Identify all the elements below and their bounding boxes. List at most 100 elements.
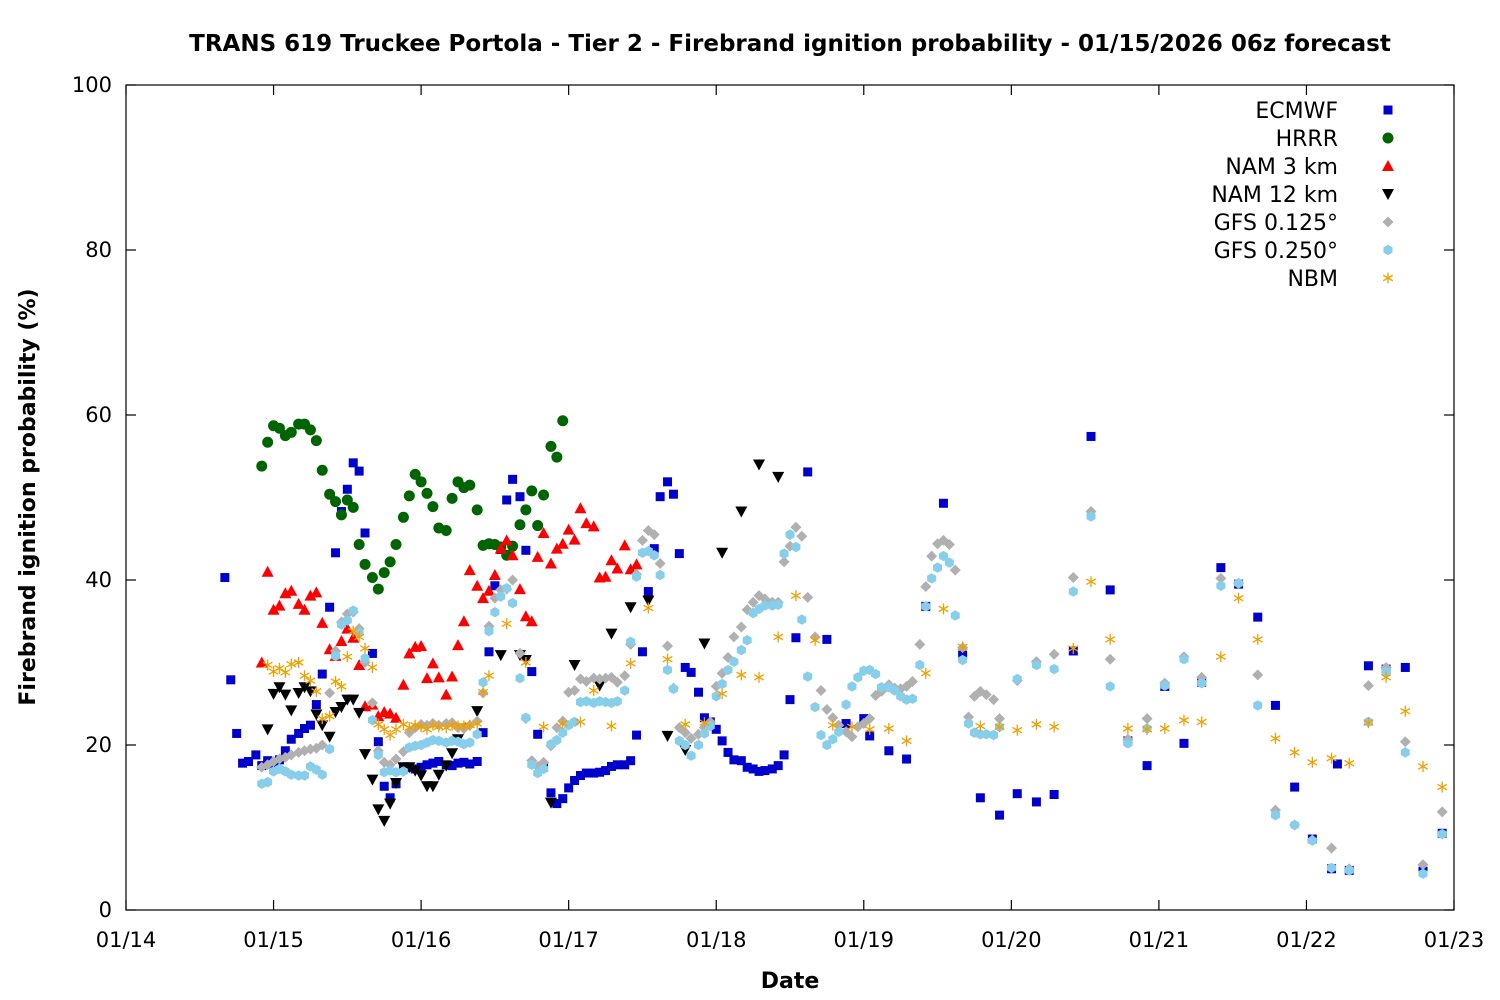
data-point	[729, 755, 739, 765]
data-point	[453, 758, 463, 768]
data-point	[464, 719, 475, 731]
data-point	[809, 634, 821, 646]
data-point	[587, 520, 600, 532]
data-point	[360, 528, 370, 538]
legend-item: NAM 3 km	[1225, 155, 1394, 180]
legend-marker	[1382, 216, 1394, 228]
data-point	[736, 644, 746, 656]
data-point	[568, 533, 581, 545]
data-point	[427, 719, 439, 731]
data-point	[605, 554, 618, 566]
data-point	[432, 769, 445, 781]
data-point	[1290, 782, 1300, 792]
data-point	[1436, 806, 1448, 818]
legend-item: NBM	[1287, 267, 1394, 292]
data-point	[791, 541, 801, 553]
data-point	[464, 479, 476, 491]
data-point	[544, 797, 557, 809]
legend-marker	[1382, 132, 1394, 144]
data-point	[649, 544, 659, 554]
data-point	[779, 750, 789, 760]
data-point	[300, 724, 310, 733]
data-point	[1437, 781, 1448, 793]
y-tick-label: 0	[99, 898, 112, 922]
data-point	[649, 550, 659, 561]
data-point	[551, 451, 563, 463]
plot-frame	[125, 84, 1455, 911]
data-point	[612, 696, 622, 707]
data-point	[1031, 718, 1042, 730]
data-point	[943, 539, 955, 551]
data-point	[680, 739, 690, 751]
data-point	[403, 490, 415, 502]
legend-label: GFS 0.250°	[1214, 239, 1338, 264]
data-point	[620, 760, 630, 770]
data-point	[292, 688, 305, 700]
data-point	[1197, 677, 1207, 689]
data-point	[502, 495, 512, 505]
data-point	[926, 550, 938, 562]
data-point	[1363, 717, 1374, 729]
x-tick-label: 01/18	[686, 928, 747, 952]
data-point	[841, 719, 851, 729]
data-point	[1105, 585, 1115, 595]
data-point	[267, 603, 280, 615]
data-point	[729, 656, 739, 667]
data-point	[742, 762, 752, 772]
data-point	[397, 678, 410, 690]
data-point	[1049, 790, 1059, 799]
data-point	[988, 694, 1000, 706]
data-point	[515, 672, 525, 684]
data-point	[1270, 700, 1280, 710]
data-point	[348, 625, 359, 637]
data-point	[1270, 732, 1281, 744]
data-point	[273, 682, 286, 694]
data-point	[325, 602, 335, 612]
data-point	[1049, 663, 1059, 675]
data-point	[1141, 723, 1153, 735]
data-point	[753, 671, 765, 683]
data-point	[1381, 671, 1392, 683]
data-point	[416, 721, 427, 733]
data-point	[655, 569, 665, 581]
x-axis-label: Date	[761, 969, 820, 994]
data-point	[532, 520, 544, 532]
x-tick-label: 01/17	[538, 928, 599, 952]
data-point	[490, 606, 500, 618]
data-point	[773, 761, 783, 771]
data-point	[605, 628, 618, 640]
data-point	[1307, 835, 1317, 846]
data-point	[796, 530, 808, 542]
data-point	[347, 694, 360, 706]
data-point	[285, 705, 298, 717]
data-point	[484, 625, 494, 637]
chart-title: TRANS 619 Truckee Portola - Tier 2 - Fir…	[189, 31, 1391, 57]
x-tick-label: 01/23	[1424, 928, 1485, 952]
data-point	[273, 422, 285, 434]
data-point	[1417, 859, 1429, 871]
data-point	[901, 735, 912, 747]
data-point	[286, 734, 296, 744]
data-point	[1216, 563, 1226, 573]
data-point	[772, 471, 785, 483]
data-point	[373, 718, 384, 730]
data-point	[1215, 651, 1226, 663]
data-point	[1086, 511, 1096, 522]
data-point	[324, 687, 336, 699]
data-point	[1252, 633, 1263, 645]
data-point	[790, 590, 801, 602]
data-point	[538, 721, 549, 733]
data-point	[359, 749, 372, 761]
data-point	[575, 771, 585, 781]
data-point	[1363, 661, 1373, 671]
data-point	[618, 539, 631, 551]
data-point	[472, 718, 483, 730]
data-point	[531, 550, 544, 562]
data-point	[440, 760, 453, 772]
data-point	[1160, 680, 1170, 691]
data-point	[884, 746, 894, 756]
data-point	[1290, 819, 1300, 831]
data-point	[440, 525, 452, 536]
data-point	[330, 496, 342, 508]
data-point	[611, 562, 624, 574]
